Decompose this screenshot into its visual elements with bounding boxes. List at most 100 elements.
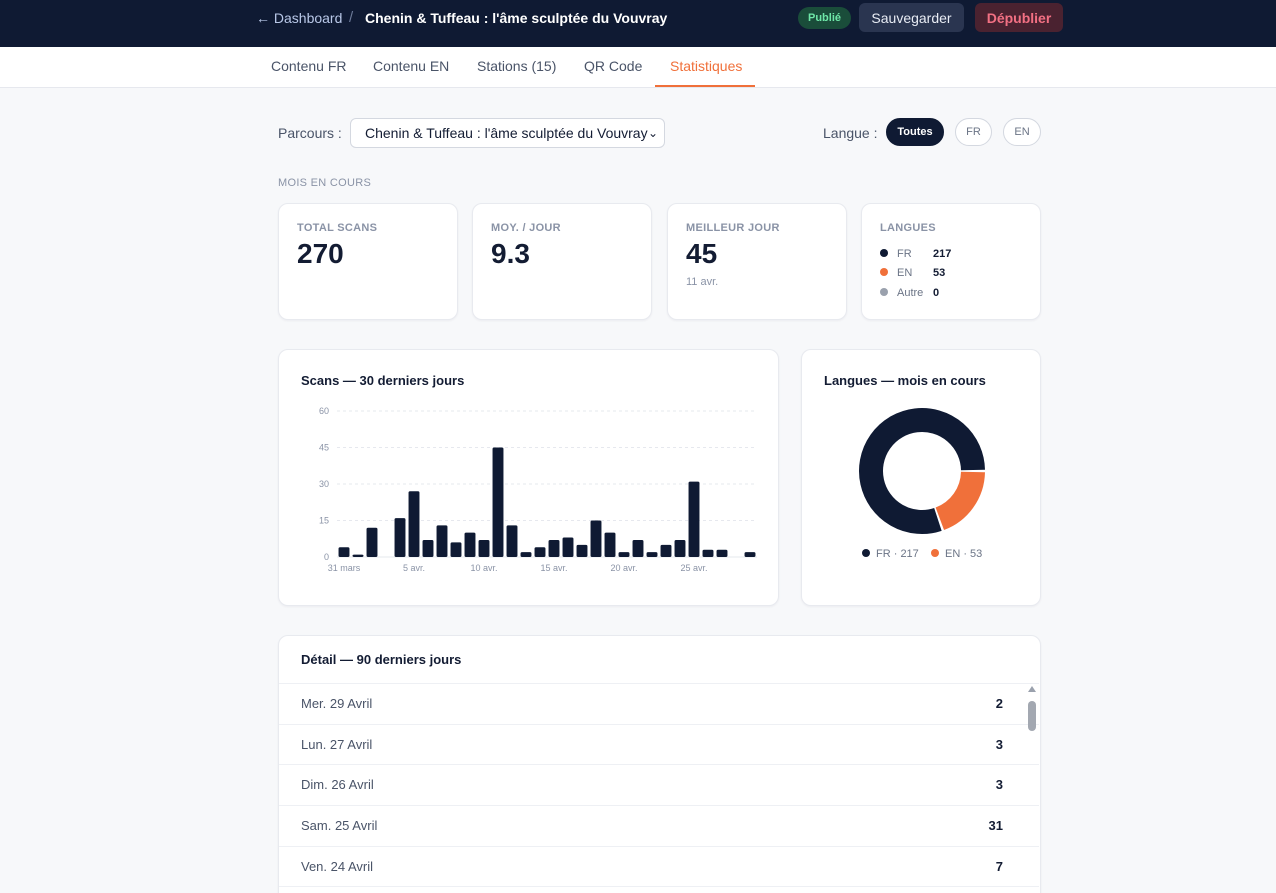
x-tick-label: 31 mars — [328, 563, 361, 573]
section-label-mois-en-cours: MOIS EN COURS — [278, 177, 372, 189]
top-bar: ← Dashboard / Chenin & Tuffeau : l'âme s… — [0, 0, 1276, 47]
chart-title: Langues — mois en cours — [824, 373, 986, 388]
bar — [408, 491, 420, 557]
unpublish-button[interactable]: Dépublier — [975, 3, 1063, 32]
tab-contenu-en[interactable]: Contenu EN — [373, 58, 450, 74]
kpi-card-total-scans: TOTAL SCANS 270 — [278, 203, 458, 320]
parcours-label: Parcours : — [278, 125, 342, 141]
langue-option-en[interactable]: EN — [1003, 118, 1041, 146]
lang-count: 217 — [933, 248, 952, 260]
langue-option-fr[interactable]: FR — [955, 118, 992, 146]
bar — [702, 549, 714, 557]
bar — [576, 544, 588, 557]
detail-title: Détail — 90 derniers jours — [301, 652, 462, 667]
bar — [716, 549, 728, 557]
languages-donut-chart: FR · 217 EN · 53 — [859, 408, 985, 560]
tab-contenu-fr[interactable]: Contenu FR — [271, 58, 347, 74]
bar — [394, 518, 406, 557]
bar — [674, 539, 686, 557]
kpi-card-languages: LANGUES FR 217 EN 53 Autre 0 — [861, 203, 1041, 320]
row-date: Mer. 29 Avril — [301, 696, 373, 711]
legend-label: EN · 53 — [945, 548, 982, 560]
kpi-label: TOTAL SCANS — [297, 222, 378, 234]
chevron-down-icon: ⌄ — [647, 126, 658, 140]
scroll-up-arrow-icon[interactable] — [1028, 686, 1036, 692]
y-tick-label: 0 — [324, 552, 329, 562]
detail-scrollbar[interactable] — [1027, 686, 1037, 893]
lang-name: EN — [897, 267, 913, 279]
x-tick-label: 10 avr. — [470, 563, 497, 573]
langue-option-toutes[interactable]: Toutes — [886, 118, 944, 146]
scans-bar-chart: 0 15 30 45 60 31 mars 5 avr. 10 avr. 15 avr. 20 a… — [319, 406, 757, 573]
bar — [506, 525, 518, 557]
bar — [632, 539, 644, 557]
legend-dot-en — [880, 268, 888, 276]
kpi-value: 270 — [297, 238, 344, 269]
row-value: 7 — [995, 859, 1003, 874]
lang-row-fr: FR 217 — [880, 247, 951, 261]
bar — [604, 532, 616, 557]
table-row: Dim. 26 Avril 3 — [279, 764, 1039, 805]
y-tick-label: 45 — [319, 443, 329, 453]
page-title: Chenin & Tuffeau : l'âme sculptée du Vou… — [365, 10, 668, 26]
table-row: Mer. 29 Avril 2 — [279, 683, 1039, 724]
y-tick-label: 60 — [319, 406, 329, 416]
row-date: Sam. 25 Avril — [301, 818, 378, 833]
kpi-label: LANGUES — [880, 222, 936, 234]
bar — [744, 552, 756, 557]
parcours-select-value: Chenin & Tuffeau : l'âme sculptée du Vou… — [365, 125, 648, 141]
legend-dot-autre — [880, 288, 888, 296]
kpi-card-best-day: MEILLEUR JOUR 45 11 avr. — [667, 203, 847, 320]
bar — [422, 539, 434, 557]
bar — [520, 552, 532, 557]
breadcrumb-separator: / — [349, 9, 354, 26]
kpi-value: 45 — [686, 238, 718, 269]
tab-statistiques[interactable]: Statistiques — [655, 47, 755, 87]
parcours-select[interactable]: Chenin & Tuffeau : l'âme sculptée du Vou… — [350, 118, 665, 148]
bar — [492, 447, 504, 557]
bar — [478, 539, 490, 557]
langue-label: Langue : — [823, 125, 878, 141]
bar — [436, 525, 448, 557]
kpi-label: MEILLEUR JOUR — [686, 222, 780, 234]
scroll-thumb[interactable] — [1028, 701, 1036, 731]
row-date: Dim. 26 Avril — [301, 777, 374, 792]
kpi-label: MOY. / JOUR — [491, 222, 561, 234]
bar — [660, 544, 672, 557]
lang-row-en: EN 53 — [880, 266, 945, 280]
kpi-value: 9.3 — [491, 238, 530, 269]
tab-qr-code[interactable]: QR Code — [584, 58, 643, 74]
bar — [352, 554, 364, 557]
scans-chart-card: Scans — 30 derniers jours 0 15 30 45 60 31 ma… — [278, 349, 779, 606]
x-tick-label: 20 avr. — [610, 563, 637, 573]
y-tick-label: 15 — [319, 516, 329, 526]
x-tick-label: 15 avr. — [540, 563, 567, 573]
kpi-sub-date: 11 avr. — [686, 276, 719, 288]
table-row — [279, 886, 1039, 893]
row-date: Ven. 24 Avril — [301, 859, 374, 874]
lang-row-autre: Autre 0 — [880, 286, 939, 300]
lang-name: FR — [897, 248, 912, 260]
bar — [366, 527, 378, 557]
bar — [646, 552, 658, 557]
row-value: 31 — [988, 818, 1003, 833]
save-button[interactable]: Sauvegarder — [859, 3, 964, 32]
bar — [688, 481, 700, 557]
kpi-card-average: MOY. / JOUR 9.3 — [472, 203, 652, 320]
bar — [450, 542, 462, 557]
x-tick-label: 5 avr. — [403, 563, 425, 573]
y-tick-label: 30 — [319, 479, 329, 489]
tab-stations[interactable]: Stations (15) — [477, 58, 557, 74]
back-to-dashboard-link[interactable]: ← Dashboard — [256, 10, 343, 26]
tab-bar: Contenu FR Contenu EN Stations (15) QR C… — [0, 47, 1276, 88]
table-row: Ven. 24 Avril 7 — [279, 846, 1039, 887]
legend-dot — [931, 549, 939, 557]
row-value: 2 — [995, 696, 1003, 711]
bar — [562, 537, 574, 557]
bar — [548, 539, 560, 557]
detail-card: Détail — 90 derniers jours Mer. 29 Avril… — [278, 635, 1041, 893]
bar — [338, 547, 350, 557]
bar — [590, 520, 602, 557]
legend-dot-fr — [880, 249, 888, 257]
row-date: Lun. 27 Avril — [301, 737, 373, 752]
